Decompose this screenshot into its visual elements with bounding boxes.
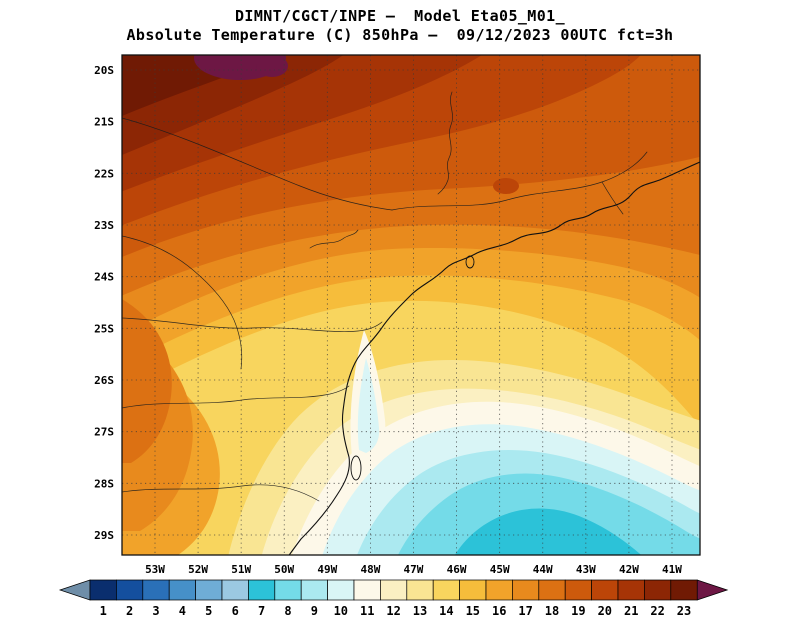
- state-border: [122, 484, 320, 502]
- colorbar-cell: [195, 579, 223, 601]
- lat-label: 29S: [94, 529, 114, 542]
- colorbar-over-arrow: [696, 579, 729, 601]
- contour-west-tongue-18: [122, 299, 172, 463]
- colorbar-cell: [617, 579, 645, 601]
- geography-lines: [122, 91, 700, 555]
- colorbar-tick-label: 15: [466, 604, 480, 618]
- colorbar-tick-label: 23: [677, 604, 691, 618]
- lon-label: 47W: [404, 563, 424, 576]
- colorbar-tick-label: 6: [232, 604, 239, 618]
- lon-label: 46W: [447, 563, 467, 576]
- state-border: [122, 317, 383, 333]
- colorbar-tick-label: 7: [258, 604, 265, 618]
- colorbar-tick-label: 18: [545, 604, 559, 618]
- colorbar-tick-label: 19: [571, 604, 585, 618]
- chart-title-line2: Absolute Temperature (C) 850hPa — 09/12/…: [126, 26, 674, 44]
- colorbar-cell: [512, 579, 540, 601]
- colorbar-tick-label: 11: [360, 604, 374, 618]
- colorbar-under-arrow: [58, 579, 91, 601]
- chart-header: DIMNT/CGCT/INPE — Model Eta05_M01_ Absol…: [0, 7, 800, 45]
- state-border: [122, 385, 350, 409]
- contour-hotspot: [256, 55, 288, 77]
- lon-label: 45W: [490, 563, 510, 576]
- state-border: [391, 151, 648, 211]
- lon-label: 50W: [274, 563, 294, 576]
- river-line: [309, 229, 359, 249]
- lon-label: 44W: [533, 563, 553, 576]
- lon-label: 52W: [188, 563, 208, 576]
- colorbar-tick-label: 4: [179, 604, 186, 618]
- lat-label: 23S: [94, 219, 114, 232]
- map-frame: [121, 54, 701, 556]
- colorbar-tick-label: 10: [334, 604, 348, 618]
- colorbar-cell: [459, 579, 487, 601]
- lat-label: 21S: [94, 116, 114, 129]
- island-outline: [465, 255, 475, 269]
- colorbar-tick-label: 17: [518, 604, 532, 618]
- colorbar-cell: [644, 579, 672, 601]
- colorbar-cell: [380, 579, 408, 601]
- colorbar-tick-label: 1: [100, 604, 107, 618]
- chart-title-line1: DIMNT/CGCT/INPE — Model Eta05_M01_: [234, 7, 566, 25]
- lat-label: 22S: [94, 167, 114, 180]
- contour-field: [122, 55, 700, 555]
- state-border: [122, 235, 243, 370]
- colorbar-cell: [564, 579, 592, 601]
- lon-label: 43W: [576, 563, 596, 576]
- colorbar-tick-label: 22: [650, 604, 664, 618]
- colorbar-cell: [591, 579, 619, 601]
- lon-label: 41W: [662, 563, 682, 576]
- grid-lines: [122, 55, 700, 555]
- colorbar-tick-label: 20: [598, 604, 612, 618]
- contour-coastal-finger-10: [357, 358, 380, 453]
- colorbar-cell: [221, 579, 249, 601]
- colorbar-tick-label: 3: [152, 604, 159, 618]
- lon-label: 42W: [619, 563, 639, 576]
- coastline: [288, 161, 700, 555]
- lat-label: 20S: [94, 64, 114, 77]
- contour-band-7: [454, 508, 642, 555]
- colorbar-tick-label: 14: [439, 604, 453, 618]
- colorbar-cell: [538, 579, 566, 601]
- lat-label: 27S: [94, 426, 114, 439]
- lat-label: 24S: [94, 271, 114, 284]
- colorbar-cell: [116, 579, 144, 601]
- lon-label: 53W: [145, 563, 165, 576]
- colorbar-cell: [406, 579, 434, 601]
- colorbar-cell: [300, 579, 328, 601]
- contour-warm-spot: [493, 178, 519, 194]
- island-outline: [350, 455, 362, 481]
- colorbar-cell: [142, 579, 170, 601]
- colorbar: 1 2 3 4 5 6 7 8 9 10 11 12 13 14 15 16 17 18 19 20 21 22 23: [58, 579, 729, 618]
- colorbar-tick-label: 16: [492, 604, 506, 618]
- state-border: [601, 181, 624, 215]
- lat-label: 28S: [94, 477, 114, 490]
- colorbar-cell: [670, 579, 698, 601]
- colorbar-tick-label: 8: [284, 604, 291, 618]
- lon-label: 48W: [360, 563, 380, 576]
- state-border: [122, 117, 393, 211]
- river-line: [437, 91, 453, 195]
- colorbar-cell: [274, 579, 302, 601]
- colorbar-tick-label: 9: [311, 604, 318, 618]
- lon-label: 51W: [231, 563, 251, 576]
- lat-label: 25S: [94, 322, 114, 335]
- colorbar-cell: [248, 579, 276, 601]
- axis-labels: 20S 21S 22S 23S 24S 25S 26S 27S 28S 29S 53W 52W 51W 5…: [94, 64, 682, 576]
- colorbar-cell: [327, 579, 355, 601]
- colorbar-tick-label: 5: [205, 604, 212, 618]
- colorbar-cell: [432, 579, 460, 601]
- colorbar-cell: [89, 579, 117, 601]
- colorbar-cell: [168, 579, 196, 601]
- lat-label: 26S: [94, 374, 114, 387]
- colorbar-tick-label: 2: [126, 604, 133, 618]
- colorbar-tick-label: 12: [386, 604, 400, 618]
- colorbar-tick-label: 21: [624, 604, 638, 618]
- colorbar-tick-label: 13: [413, 604, 427, 618]
- colorbar-cell: [485, 579, 513, 601]
- lon-label: 49W: [317, 563, 337, 576]
- colorbar-cell: [353, 579, 381, 601]
